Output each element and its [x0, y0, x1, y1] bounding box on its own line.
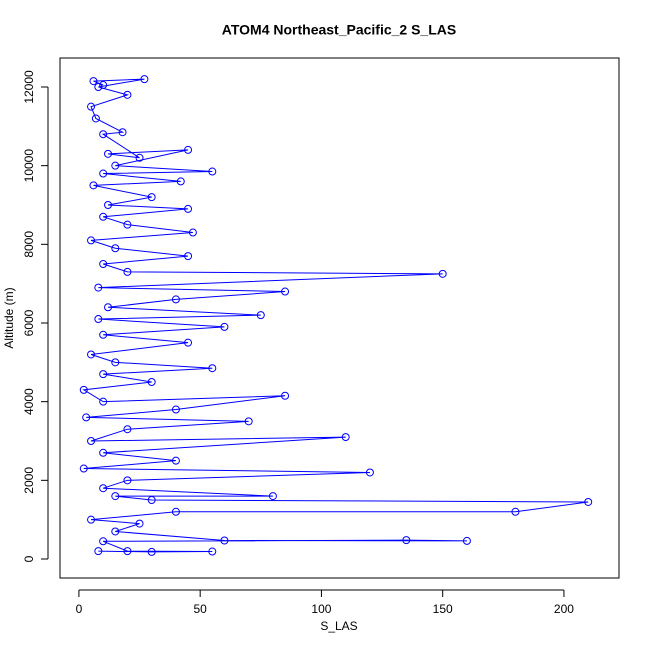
point	[87, 515, 96, 524]
plot-frame	[59, 57, 620, 579]
point	[99, 330, 108, 339]
point	[123, 267, 132, 276]
point	[104, 149, 113, 158]
point	[91, 114, 100, 123]
point	[123, 547, 132, 556]
point	[511, 507, 520, 516]
point	[281, 391, 290, 400]
y-tick-label: 4000	[22, 388, 36, 415]
x-axis-label: S_LAS	[320, 619, 357, 633]
point	[123, 90, 132, 99]
point	[184, 204, 193, 213]
y-tick-label: 2000	[22, 467, 36, 494]
point	[99, 212, 108, 221]
point	[99, 130, 108, 139]
point	[89, 181, 98, 190]
point	[87, 236, 96, 245]
point	[94, 283, 103, 292]
point	[99, 537, 108, 546]
point	[176, 177, 185, 186]
point	[462, 536, 471, 545]
point	[135, 153, 144, 162]
point	[438, 269, 447, 278]
point	[99, 81, 108, 90]
point	[123, 220, 132, 229]
point	[135, 519, 144, 528]
point	[208, 167, 217, 176]
point	[111, 161, 120, 170]
point	[184, 252, 193, 261]
point	[147, 377, 156, 386]
point	[208, 547, 217, 556]
point	[111, 244, 120, 253]
y-tick-label: 0	[22, 555, 36, 562]
point	[99, 397, 108, 406]
point	[94, 82, 103, 91]
point	[171, 405, 180, 414]
point	[220, 322, 229, 331]
point	[111, 492, 120, 501]
point	[341, 433, 350, 442]
point	[147, 193, 156, 202]
y-axis-label: Altitude (m)	[2, 287, 16, 348]
point	[104, 303, 113, 312]
point	[140, 75, 149, 84]
point	[184, 145, 193, 154]
point	[123, 425, 132, 434]
point	[281, 287, 290, 296]
y-tick-label: 10000	[22, 149, 36, 183]
point	[87, 102, 96, 111]
point	[82, 413, 91, 422]
point	[244, 417, 253, 426]
y-tick-label: 12000	[22, 70, 36, 104]
x-tick-label: 50	[193, 602, 207, 616]
y-tick-label: 6000	[22, 309, 36, 336]
point	[99, 484, 108, 493]
point	[111, 527, 120, 536]
point	[171, 456, 180, 465]
series-line	[82, 78, 589, 553]
point	[87, 436, 96, 445]
point	[94, 547, 103, 556]
point	[171, 507, 180, 516]
point	[184, 338, 193, 347]
point	[365, 468, 374, 477]
point	[104, 200, 113, 209]
point	[220, 536, 229, 545]
point	[99, 169, 108, 178]
chart-title: ATOM4 Northeast_Pacific_2 S_LAS	[222, 22, 456, 38]
point	[118, 128, 127, 137]
point	[147, 496, 156, 504]
point	[94, 315, 103, 324]
point	[123, 476, 132, 485]
point	[256, 311, 265, 320]
x-tick-label: 100	[311, 602, 331, 616]
x-tick-label: 0	[76, 602, 83, 616]
point	[147, 547, 156, 556]
point	[171, 295, 180, 304]
x-tick-label: 200	[554, 602, 574, 616]
point	[188, 228, 197, 237]
y-tick-label: 8000	[22, 231, 36, 258]
x-tick-label: 150	[433, 602, 453, 616]
point	[87, 350, 96, 359]
point	[79, 464, 88, 473]
point	[402, 536, 411, 545]
point	[111, 358, 120, 367]
point	[208, 364, 217, 373]
point	[99, 259, 108, 268]
point	[79, 385, 88, 394]
point	[268, 492, 277, 501]
point	[99, 448, 108, 457]
point	[99, 370, 108, 379]
point	[584, 497, 593, 506]
point	[89, 77, 98, 86]
